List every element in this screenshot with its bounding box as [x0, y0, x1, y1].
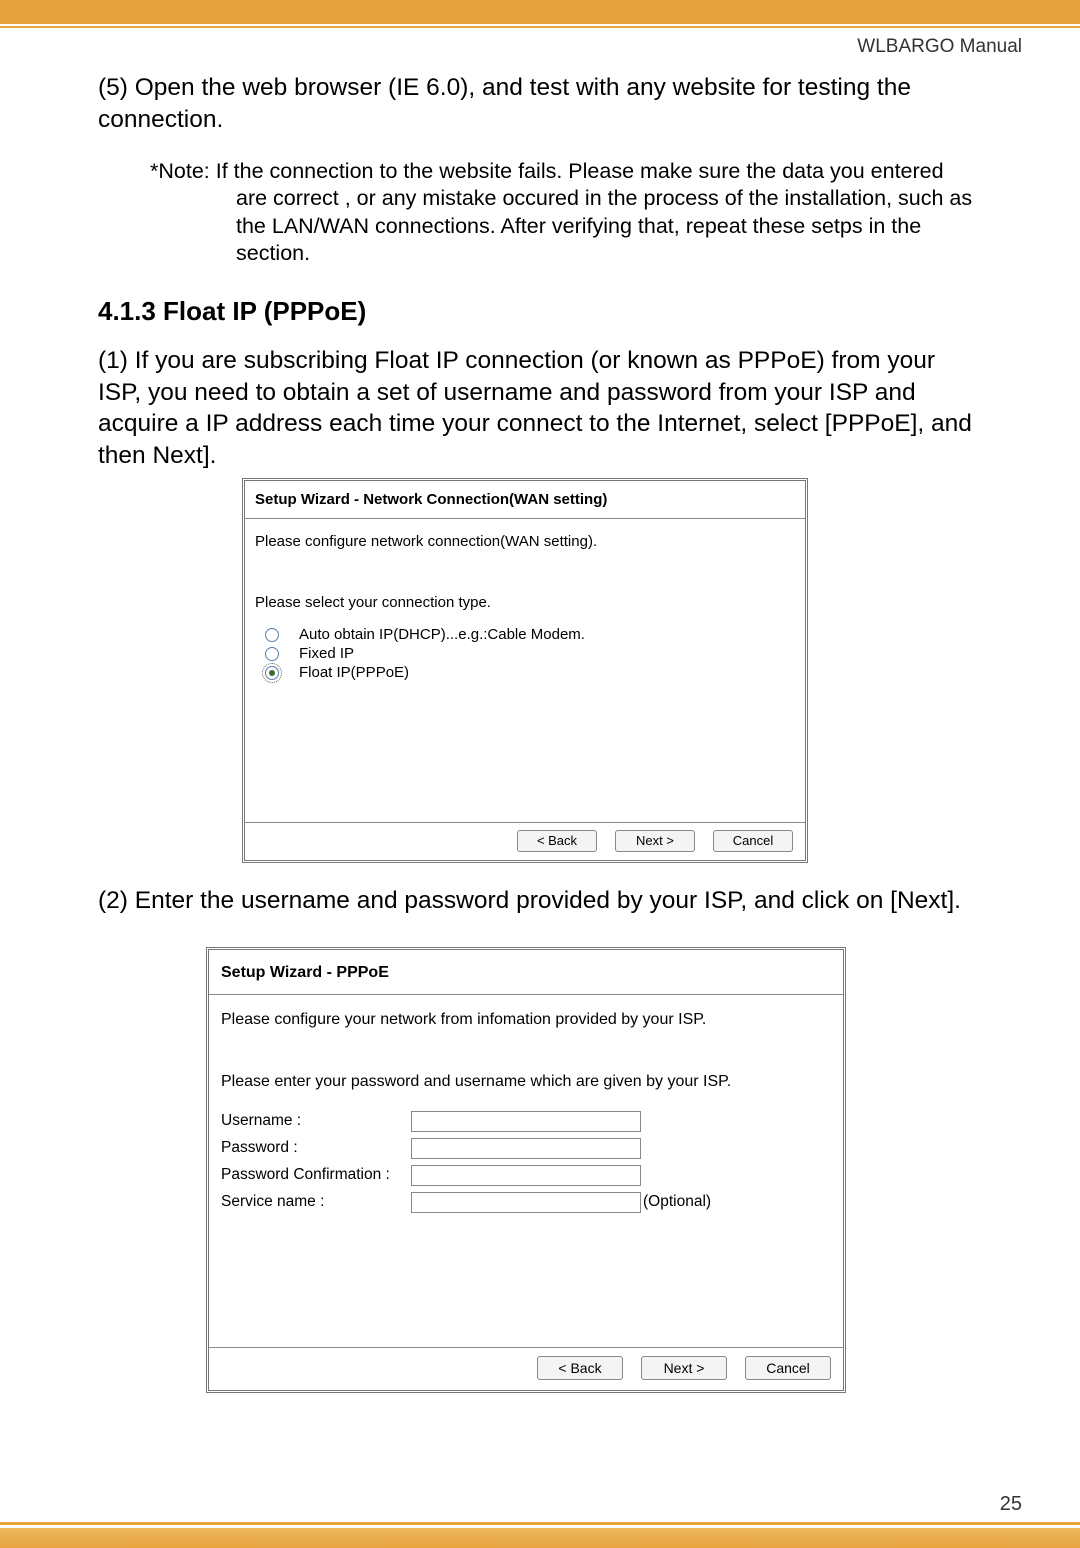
- back-button[interactable]: < Back: [537, 1356, 623, 1380]
- setup-wizard-pppoe: Setup Wizard - PPPoE Please configure yo…: [206, 947, 846, 1393]
- radio-label-fixed-ip: Fixed IP: [299, 645, 354, 662]
- wizard2-title: Setup Wizard - PPPoE: [209, 950, 843, 988]
- note-text: *Note: If the connection to the website …: [150, 158, 978, 268]
- step-1-text: If you are subscribing Float IP connecti…: [98, 347, 972, 470]
- step-2: (2) Enter the username and password prov…: [98, 885, 978, 917]
- wizard2-desc: Please configure your network from infom…: [209, 995, 843, 1033]
- password-confirm-input[interactable]: [411, 1165, 641, 1186]
- password-confirm-label: Password Confirmation :: [221, 1166, 411, 1184]
- manual-header-label: WLBARGO Manual: [857, 36, 1022, 58]
- radio-row-fixed-ip[interactable]: Fixed IP: [255, 644, 795, 663]
- page-number: 25: [1000, 1493, 1022, 1516]
- password-label: Password :: [221, 1139, 411, 1157]
- wizard1-footer: < Back Next > Cancel: [245, 822, 805, 860]
- step-2-text: Enter the username and password provided…: [135, 887, 961, 914]
- radio-row-dhcp[interactable]: Auto obtain IP(DHCP)...e.g.:Cable Modem.: [255, 625, 795, 644]
- step-1-prefix: (1): [98, 347, 135, 374]
- step-5: (5) Open the web browser (IE 6.0), and t…: [98, 72, 978, 136]
- radio-label-pppoe: Float IP(PPPoE): [299, 664, 409, 681]
- cancel-button[interactable]: Cancel: [713, 830, 793, 852]
- service-name-input[interactable]: [411, 1192, 641, 1213]
- top-orange-bar: [0, 0, 1080, 24]
- wizard1-body: Please select your connection type. Auto…: [245, 552, 805, 822]
- step-1: (1) If you are subscribing Float IP conn…: [98, 345, 978, 472]
- wizard2-body: Please enter your password and username …: [209, 1033, 843, 1347]
- next-button[interactable]: Next >: [615, 830, 695, 852]
- wizard1-desc: Please configure network connection(WAN …: [245, 519, 805, 552]
- radio-label-dhcp: Auto obtain IP(DHCP)...e.g.:Cable Modem.: [299, 626, 585, 643]
- username-input[interactable]: [411, 1111, 641, 1132]
- document-content: (5) Open the web browser (IE 6.0), and t…: [98, 72, 978, 1393]
- radio-icon[interactable]: [265, 647, 279, 661]
- back-button[interactable]: < Back: [517, 830, 597, 852]
- bottom-bar: [0, 1522, 1080, 1548]
- radio-icon[interactable]: [265, 666, 279, 680]
- form-row-password: Password :: [221, 1138, 831, 1159]
- next-button[interactable]: Next >: [641, 1356, 727, 1380]
- form-row-username: Username :: [221, 1111, 831, 1132]
- step-5-prefix: (5): [98, 74, 135, 101]
- wizard1-title: Setup Wizard - Network Connection(WAN se…: [245, 481, 805, 512]
- form-row-service-name: Service name : (Optional): [221, 1192, 831, 1213]
- wizard2-footer: < Back Next > Cancel: [209, 1347, 843, 1390]
- top-orange-divider: [0, 24, 1080, 28]
- step-5-text: Open the web browser (IE 6.0), and test …: [98, 74, 911, 133]
- wizard2-instruct: Please enter your password and username …: [221, 1073, 831, 1091]
- password-input[interactable]: [411, 1138, 641, 1159]
- cancel-button[interactable]: Cancel: [745, 1356, 831, 1380]
- setup-wizard-wan: Setup Wizard - Network Connection(WAN se…: [242, 478, 808, 863]
- username-label: Username :: [221, 1112, 411, 1130]
- form-row-password-confirm: Password Confirmation :: [221, 1165, 831, 1186]
- service-name-optional: (Optional): [643, 1193, 711, 1211]
- radio-icon[interactable]: [265, 628, 279, 642]
- wizard1-select-label: Please select your connection type.: [255, 594, 795, 611]
- service-name-label: Service name :: [221, 1193, 411, 1211]
- step-2-prefix: (2): [98, 887, 135, 914]
- section-heading: 4.1.3 Float IP (PPPoE): [98, 296, 978, 327]
- radio-row-pppoe[interactable]: Float IP(PPPoE): [255, 663, 795, 682]
